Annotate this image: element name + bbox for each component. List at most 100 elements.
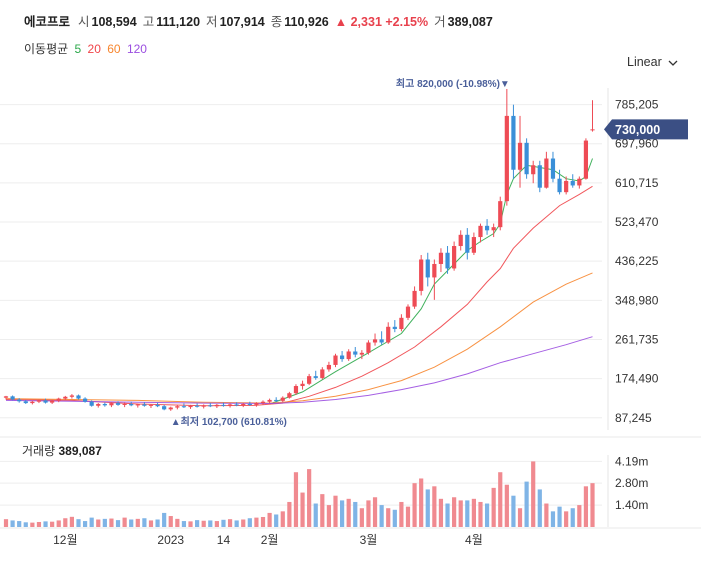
volume-bar <box>76 519 81 527</box>
volume-bar <box>583 486 589 527</box>
candle-body <box>267 399 272 402</box>
volume-bar <box>227 519 233 527</box>
x-tick-label: 2023 <box>157 533 184 547</box>
volume-bar <box>484 503 490 527</box>
volume-bar <box>168 516 173 527</box>
volume-bar <box>115 520 121 527</box>
candle-body <box>89 401 94 406</box>
candle-body <box>531 165 536 175</box>
volume-bar <box>195 520 200 527</box>
stock-name: 에코프로 <box>24 15 71 29</box>
volume-bar <box>531 461 536 527</box>
x-tick-label: 2월 <box>261 533 279 547</box>
volume-bar <box>359 508 364 527</box>
volume-bar <box>550 511 556 527</box>
volume-bar <box>372 497 378 527</box>
volume-bar <box>17 521 22 527</box>
volume-bar <box>465 500 470 527</box>
volume-bar <box>234 520 239 527</box>
volume-bar <box>491 487 496 527</box>
candle-body <box>129 403 134 406</box>
ma-legend-label: 이동평균 <box>24 42 69 56</box>
volume-bar <box>517 508 523 527</box>
volume-bar <box>392 509 397 527</box>
candlesticks <box>3 88 595 411</box>
candle-body <box>412 290 417 307</box>
volume-bar <box>254 517 259 527</box>
candle-body <box>405 306 411 318</box>
volume-tick-label: 1.40m <box>615 498 648 512</box>
candle-body <box>142 404 147 406</box>
volume-bar <box>504 484 509 527</box>
candle-body <box>148 404 154 406</box>
candle-body <box>247 403 252 405</box>
candle-body <box>484 225 490 231</box>
volume-bar <box>478 501 483 527</box>
low-label: 저 <box>206 15 218 29</box>
high-value: 111,120 <box>156 15 201 29</box>
volume-bar <box>43 521 48 527</box>
candle-body <box>155 404 160 407</box>
candle-body <box>17 399 22 402</box>
volume-bar <box>339 500 345 527</box>
candle-body <box>168 407 173 410</box>
candle-body <box>221 404 226 406</box>
candle-body <box>445 252 450 269</box>
candle-body <box>63 396 68 399</box>
candle-body <box>524 142 529 175</box>
x-tick-label: 12월 <box>53 533 77 547</box>
candle-body <box>307 376 312 384</box>
candle-body <box>346 351 351 360</box>
candle-body <box>56 398 61 401</box>
price-axis: 87,245 174,490 261,735 348,980 436,225 523,47… <box>604 98 688 425</box>
candle-body <box>557 178 562 193</box>
candle-body <box>432 263 437 278</box>
volume-bar <box>307 469 312 527</box>
y-tick-label: 697,960 <box>615 137 659 151</box>
ma-60-line <box>5 272 593 404</box>
x-tick-label: 3월 <box>360 533 378 547</box>
y-tick-label: 785,205 <box>615 98 659 112</box>
volume-bar <box>135 518 140 527</box>
candle-body <box>3 396 9 398</box>
time-axis: 12월 2023 14 2월 3월 4월 <box>0 527 701 547</box>
volume-bar <box>96 519 101 527</box>
volume-bar <box>287 501 292 527</box>
volume-bar <box>267 512 272 527</box>
volume-bar <box>162 512 167 527</box>
candle-body <box>181 406 187 408</box>
scale-toggle-button[interactable]: Linear <box>627 55 678 69</box>
ma-legend[interactable]: 이동평균 5 20 60 120 <box>24 40 147 57</box>
volume-title-label: 거래량 <box>22 444 56 458</box>
volume-bar <box>241 519 246 527</box>
candle-body <box>419 259 424 291</box>
candle-body <box>109 403 114 406</box>
volume-bar <box>36 521 42 527</box>
candle-body <box>471 237 476 253</box>
y-tick-label: 174,490 <box>615 372 659 386</box>
volume-bar <box>56 520 61 527</box>
volume-tick-label: 2.80m <box>615 476 648 490</box>
volume-bar <box>564 511 569 527</box>
candle-body <box>36 400 42 402</box>
candle-body <box>359 352 364 355</box>
candle-body <box>280 397 285 401</box>
candle-body <box>175 406 180 408</box>
scale-toggle-label: Linear <box>627 55 662 69</box>
volume-bar <box>419 478 424 527</box>
y-tick-label: 261,735 <box>615 332 659 346</box>
ma-120-line <box>5 336 593 405</box>
volume-bar <box>386 508 391 527</box>
volume-bar <box>260 516 266 527</box>
candle-body <box>425 259 430 278</box>
candle-body <box>353 351 358 355</box>
candle-body <box>313 376 318 378</box>
candle-body <box>504 115 509 202</box>
volume-bar <box>412 483 417 527</box>
candle-body <box>122 403 127 405</box>
candle-body <box>208 405 213 407</box>
chevron-down-icon <box>668 60 678 66</box>
volume-bar <box>498 472 503 527</box>
ma-5-line <box>269 158 593 405</box>
